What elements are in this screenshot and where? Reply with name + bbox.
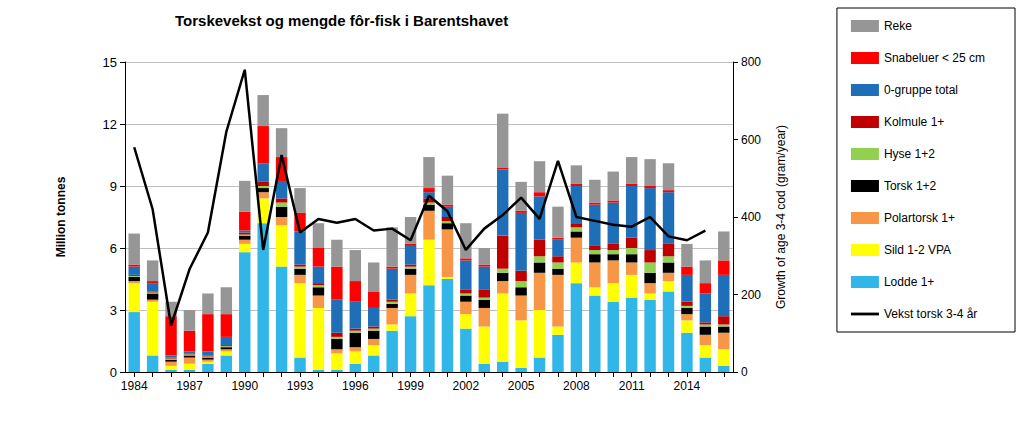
- svg-text:1996: 1996: [342, 379, 369, 393]
- svg-text:1984: 1984: [121, 379, 148, 393]
- svg-text:1999: 1999: [397, 379, 424, 393]
- svg-text:2014: 2014: [674, 379, 701, 393]
- svg-text:Lodde 1+: Lodde 1+: [884, 275, 934, 289]
- svg-text:200: 200: [741, 288, 761, 302]
- svg-text:Vekst torsk 3-4 år: Vekst torsk 3-4 år: [884, 307, 977, 321]
- svg-text:1990: 1990: [231, 379, 258, 393]
- svg-text:Torsk 1+2: Torsk 1+2: [884, 179, 937, 193]
- svg-text:Reke: Reke: [884, 19, 912, 33]
- svg-text:400: 400: [741, 210, 761, 224]
- svg-text:2011: 2011: [619, 379, 645, 393]
- svg-text:9: 9: [110, 179, 117, 194]
- svg-text:Torskevekst og mengde fôr-fisk: Torskevekst og mengde fôr-fisk i Barents…: [175, 12, 508, 29]
- svg-text:Million tonnes: Million tonnes: [54, 176, 68, 257]
- svg-text:Snabeluer < 25 cm: Snabeluer < 25 cm: [884, 51, 985, 65]
- svg-text:0-gruppe total: 0-gruppe total: [884, 83, 958, 97]
- svg-text:2008: 2008: [563, 379, 590, 393]
- svg-text:Kolmule 1+: Kolmule 1+: [884, 115, 944, 129]
- svg-text:3: 3: [110, 303, 117, 318]
- svg-text:15: 15: [103, 55, 117, 70]
- svg-text:0: 0: [110, 365, 117, 380]
- svg-text:6: 6: [110, 241, 117, 256]
- svg-text:Sild 1-2 VPA: Sild 1-2 VPA: [884, 243, 951, 257]
- svg-text:2002: 2002: [452, 379, 479, 393]
- svg-text:600: 600: [741, 133, 761, 147]
- svg-text:12: 12: [103, 117, 117, 132]
- svg-text:Growth of age 3-4 cod (gram/ye: Growth of age 3-4 cod (gram/year): [774, 125, 788, 309]
- svg-text:Polartorsk 1+: Polartorsk 1+: [884, 211, 955, 225]
- svg-text:Hyse 1+2: Hyse 1+2: [884, 147, 935, 161]
- svg-text:2005: 2005: [508, 379, 535, 393]
- svg-text:1987: 1987: [176, 379, 203, 393]
- svg-text:0: 0: [741, 365, 748, 379]
- svg-text:800: 800: [741, 55, 761, 69]
- svg-text:1993: 1993: [287, 379, 314, 393]
